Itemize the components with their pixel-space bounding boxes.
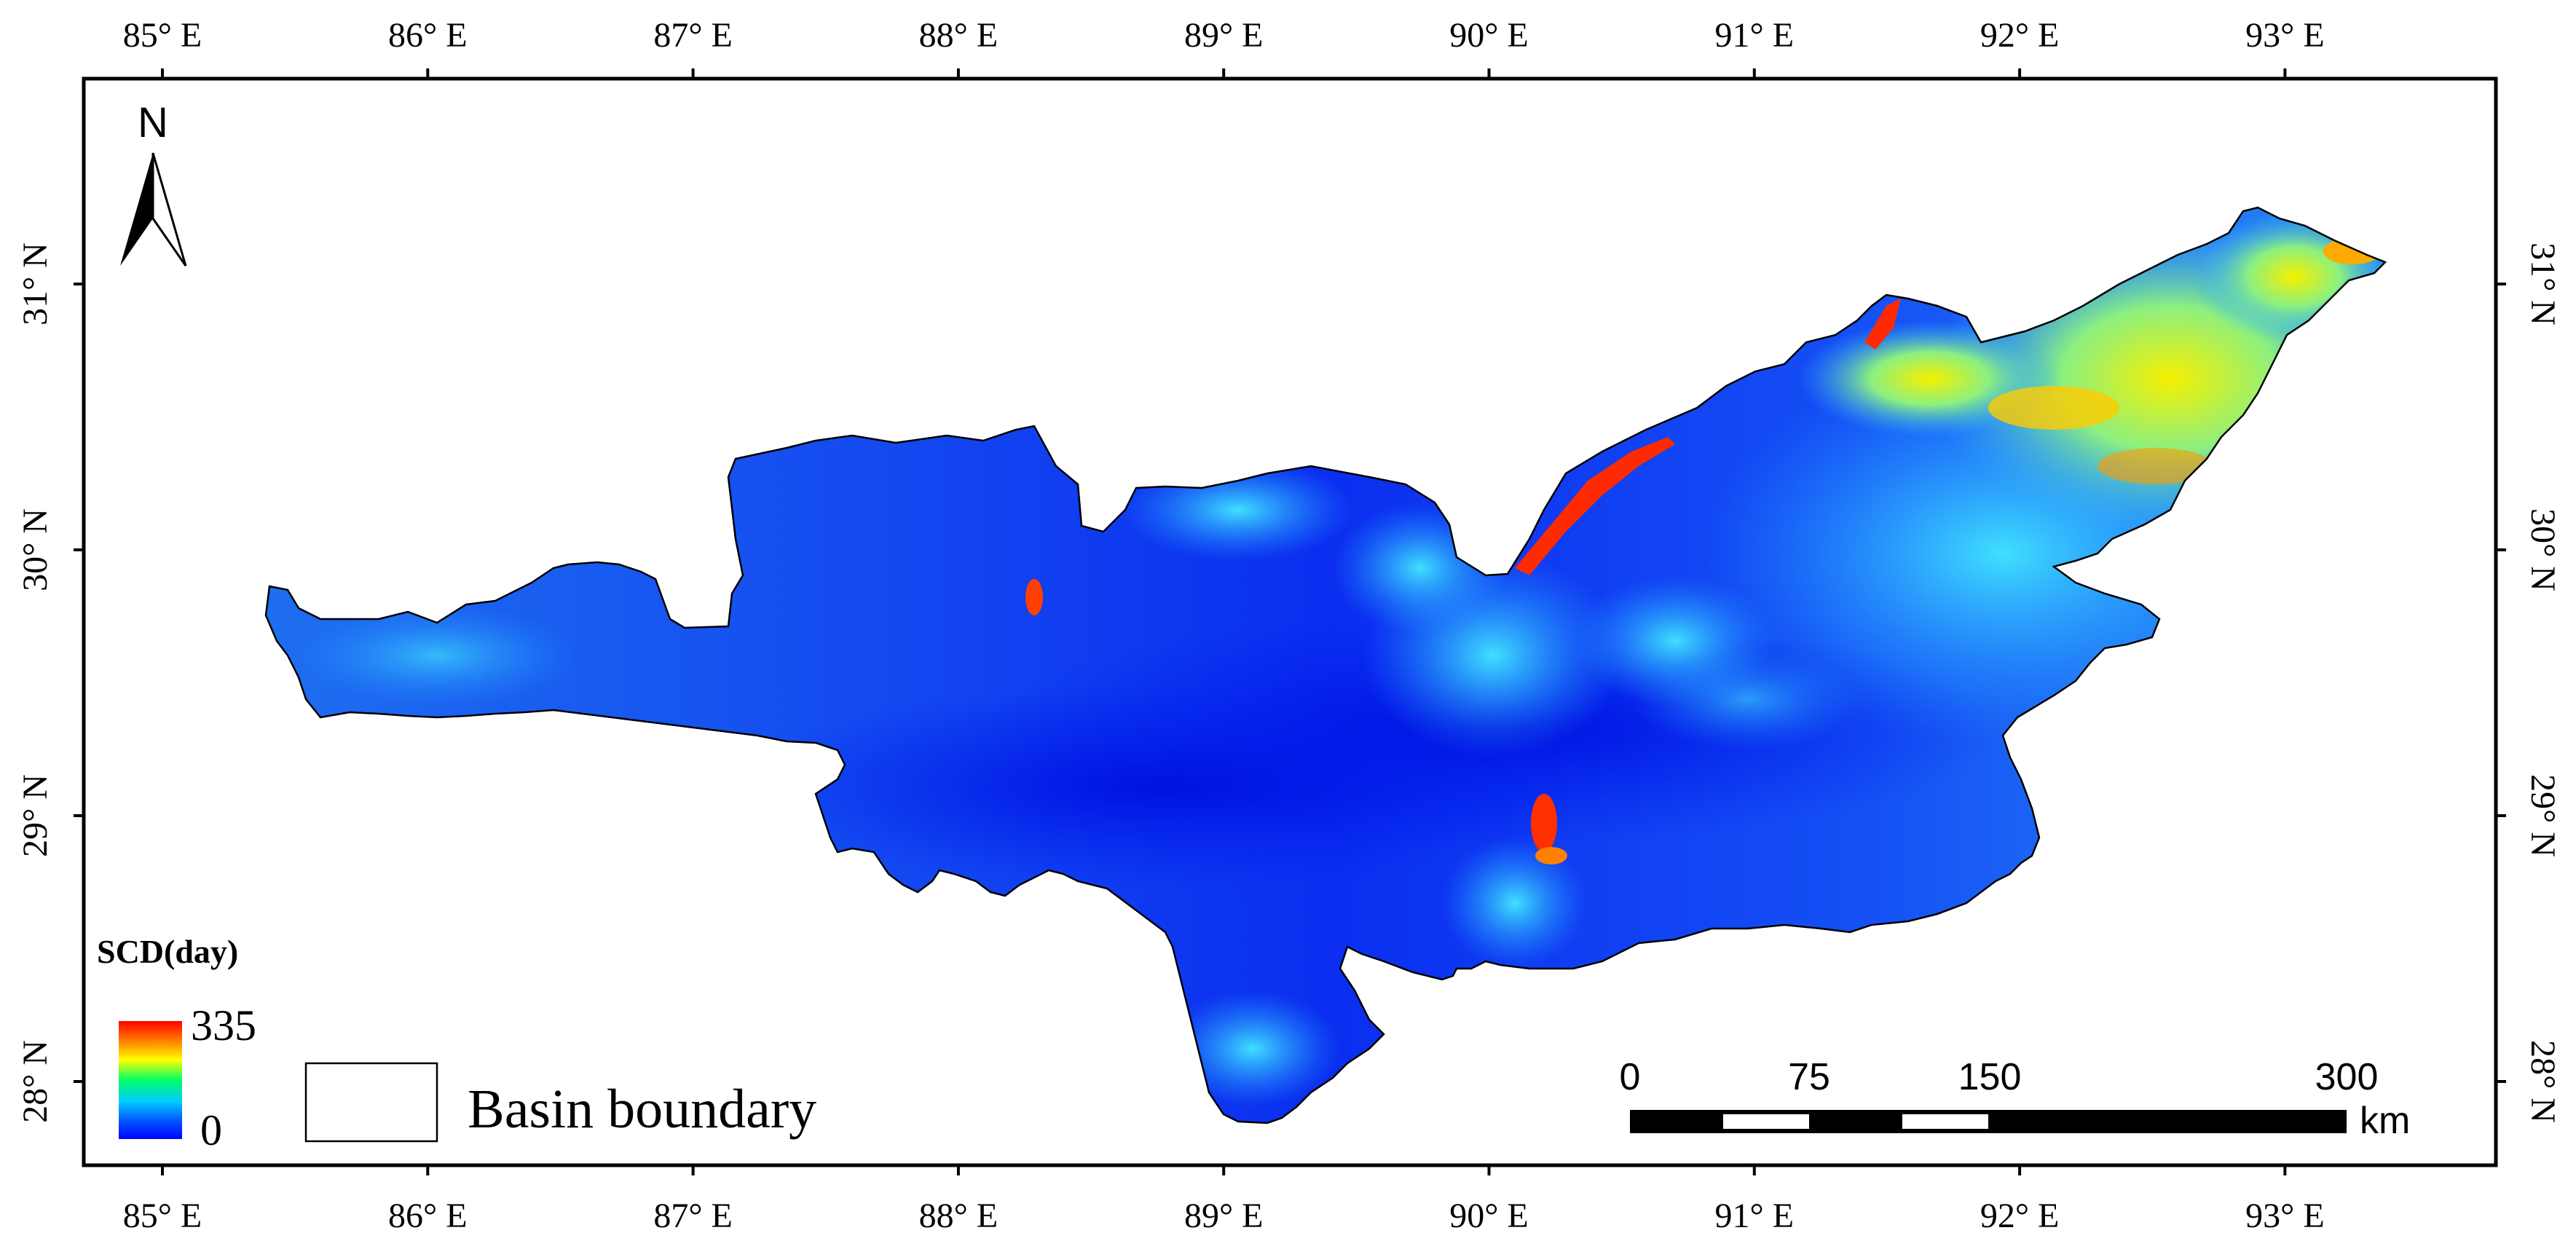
scale-bar-segment (1723, 1114, 1809, 1129)
lat-label-left: 29° N (16, 774, 55, 857)
lon-label-bottom: 88° E (919, 1197, 999, 1235)
longitude-axis-bottom: 85° E 86° E 87° E 88° E 89° E 90° E 91° E 92° E… (123, 1165, 2325, 1235)
scale-unit: km (2360, 1100, 2410, 1142)
lon-label-bottom: 92° E (1980, 1197, 2060, 1235)
lon-label-bottom: 93° E (2245, 1197, 2325, 1235)
lon-label-bottom: 85° E (123, 1197, 202, 1235)
lon-label-top: 90° E (1449, 16, 1529, 55)
lon-label-top: 89° E (1184, 16, 1264, 55)
scale-label-75: 75 (1788, 1056, 1830, 1098)
lon-label-bottom: 86° E (388, 1197, 468, 1235)
lat-label-right: 30° N (2524, 508, 2562, 591)
lon-label-top: 85° E (123, 16, 202, 55)
latitude-axis-right: 31° N 30° N 29° N 28° N (2496, 243, 2562, 1123)
lat-label-right: 29° N (2524, 774, 2562, 857)
scale-label-300: 300 (2315, 1056, 2379, 1098)
scale-bar-segment (1902, 1114, 1988, 1129)
lat-label-left: 30° N (16, 508, 55, 591)
lon-label-bottom: 90° E (1449, 1197, 1529, 1235)
scale-label-150: 150 (1958, 1056, 2022, 1098)
basin-boundary-swatch (304, 1062, 438, 1143)
longitude-axis-top: 85° E 86° E 87° E 88° E 89° E 90° E 91° E 92° E… (123, 16, 2325, 79)
legend: SCD(day) 335 0 Basin boundary (97, 933, 816, 1154)
lon-label-top: 88° E (919, 16, 999, 55)
latitude-axis-left: 31° N 30° N 29° N 28° N (16, 243, 84, 1123)
basin-boundary-outline (264, 206, 2387, 1124)
scale-bar: 0 75 150 300 km (1620, 1056, 2411, 1142)
legend-color-ramp (119, 1021, 182, 1139)
lon-label-bottom: 87° E (653, 1197, 733, 1235)
legend-title: SCD(day) (97, 933, 238, 970)
scale-label-0: 0 (1620, 1056, 1641, 1098)
north-arrow-icon: N (120, 99, 187, 267)
legend-min-label: 0 (200, 1106, 222, 1154)
lon-label-bottom: 91° E (1715, 1197, 1795, 1235)
lat-label-right: 28° N (2524, 1040, 2562, 1123)
lon-label-top: 86° E (388, 16, 468, 55)
lon-label-top: 87° E (653, 16, 733, 55)
legend-max-label: 335 (191, 1001, 256, 1049)
map-frame (82, 76, 2498, 1167)
north-label: N (138, 99, 168, 146)
lon-label-bottom: 89° E (1184, 1197, 1264, 1235)
basin-boundary-label: Basin boundary (468, 1079, 816, 1140)
lon-label-top: 91° E (1715, 16, 1795, 55)
lat-label-left: 28° N (16, 1040, 55, 1123)
lon-label-top: 93° E (2245, 16, 2325, 55)
basin-raster (264, 206, 2387, 1124)
lat-label-left: 31° N (16, 243, 55, 326)
lon-label-top: 92° E (1980, 16, 2060, 55)
lat-label-right: 31° N (2524, 243, 2562, 326)
